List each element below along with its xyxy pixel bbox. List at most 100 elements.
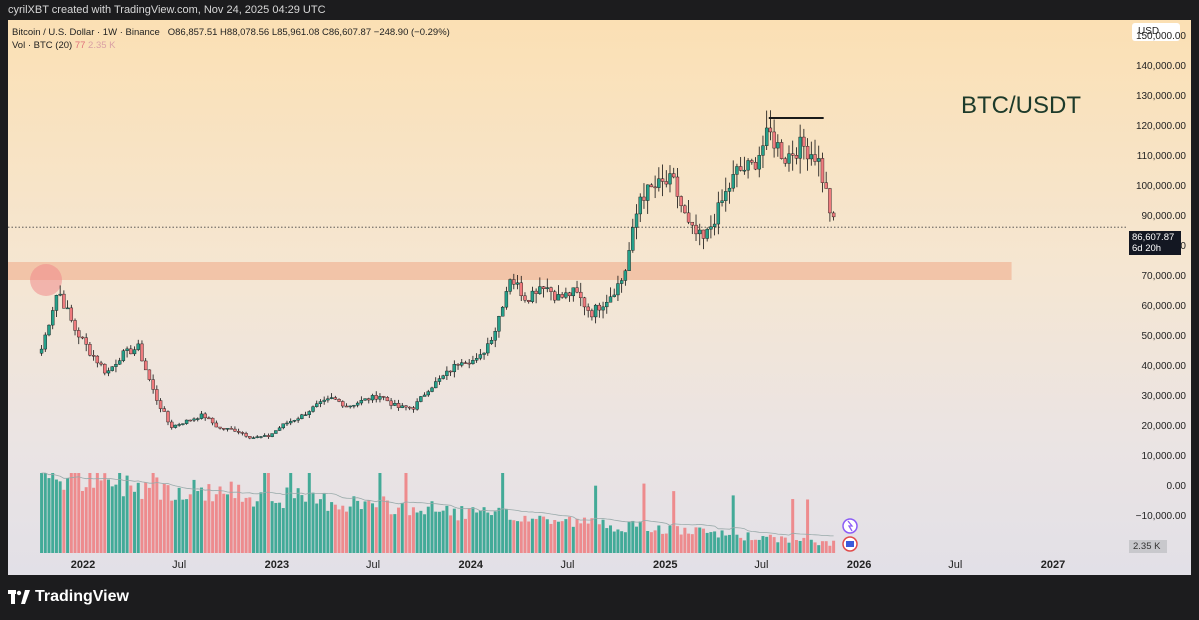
volume-bar xyxy=(783,537,787,553)
candle-body xyxy=(660,178,665,182)
candle-body xyxy=(326,398,330,401)
volume-bar xyxy=(281,508,285,553)
y-tick-label: 150,000.00 xyxy=(1135,31,1186,42)
volume-bar xyxy=(404,473,408,553)
candle-body xyxy=(363,398,367,401)
candle-body xyxy=(318,401,323,404)
candle-body xyxy=(181,423,185,425)
chart-frame[interactable]: Bitcoin / U.S. Dollar · 1W · Binance O86… xyxy=(8,20,1191,575)
candle-body xyxy=(791,153,795,156)
volume-bar xyxy=(330,502,334,553)
candle-body xyxy=(582,297,587,308)
candle-body xyxy=(645,184,650,201)
volume-bar xyxy=(248,497,252,553)
candle-body xyxy=(62,293,66,309)
candle-body xyxy=(601,306,605,311)
candle-body xyxy=(39,348,44,354)
candle-body xyxy=(605,302,609,308)
volume-bar xyxy=(188,494,192,553)
chart-canvas[interactable] xyxy=(8,20,1191,575)
currency-button[interactable]: USD xyxy=(1132,23,1180,41)
volume-bar xyxy=(214,494,218,553)
volume-bar xyxy=(571,526,575,553)
volume-bar xyxy=(772,537,776,553)
candle-body xyxy=(608,296,613,303)
volume-bar xyxy=(668,525,672,553)
candle-body xyxy=(136,343,140,350)
candle-body xyxy=(173,424,178,428)
y-tick-label: 110,000.00 xyxy=(1136,151,1186,162)
candle-body xyxy=(694,224,698,235)
volume-bar xyxy=(58,481,62,553)
volume-bar xyxy=(690,534,694,553)
candle-body xyxy=(686,212,691,223)
volume-bar xyxy=(445,505,449,553)
candle-body xyxy=(456,364,460,366)
volume-bar xyxy=(378,473,382,553)
volume-bar xyxy=(278,502,282,553)
candle-body xyxy=(125,348,129,351)
candle-body xyxy=(103,363,107,374)
candle-body xyxy=(419,396,423,402)
volume-bar xyxy=(806,499,810,553)
volume-bar xyxy=(490,515,494,553)
volume-bar xyxy=(344,511,348,553)
volume-bar xyxy=(664,533,668,553)
volume-bar xyxy=(173,499,177,553)
y-tick-label: 40,000.00 xyxy=(1141,361,1187,372)
volume-bar xyxy=(768,534,772,553)
lightning-glyph xyxy=(847,520,854,532)
candle-body xyxy=(54,295,59,311)
volume-bar xyxy=(742,540,746,553)
volume-bar xyxy=(244,497,248,553)
volume-bar xyxy=(192,479,196,553)
volume-bar xyxy=(508,519,512,553)
volume-bar xyxy=(300,495,304,553)
volume-bar xyxy=(750,540,754,553)
volume-bar xyxy=(586,523,590,553)
candle-body xyxy=(329,397,334,399)
volume-bar xyxy=(389,514,393,553)
volume-bar xyxy=(616,529,620,553)
legend-high: H88,078.56 xyxy=(220,27,270,38)
candle-body xyxy=(701,229,706,239)
candle-body xyxy=(348,405,352,408)
credit-text: cyrilXBT created with TradingView.com, N… xyxy=(8,4,326,16)
volume-bar xyxy=(181,499,185,553)
candle-body xyxy=(831,212,836,218)
volume-bar xyxy=(646,530,650,553)
candle-body xyxy=(553,291,557,301)
candle-body xyxy=(616,283,620,296)
candle-body xyxy=(802,136,806,147)
volume-bar xyxy=(348,506,352,553)
candle-body xyxy=(482,352,486,355)
tradingview-logo[interactable]: TradingView xyxy=(8,588,129,606)
volume-bar xyxy=(144,482,148,553)
candle-body xyxy=(292,420,297,422)
volume-bar xyxy=(716,537,720,553)
legend-close: C86,607.87 xyxy=(322,27,372,38)
volume-bar xyxy=(99,480,103,553)
y-tick-label: 120,000.00 xyxy=(1135,121,1186,132)
volume-bar xyxy=(207,484,211,553)
y-tick-label: 100,000.00 xyxy=(1135,181,1186,192)
legend-vol-value: 77 xyxy=(74,40,86,51)
volume-bar xyxy=(824,541,828,553)
volume-bar xyxy=(374,507,378,553)
volume-bar xyxy=(363,501,367,553)
volume-bar xyxy=(590,518,594,553)
volume-bar xyxy=(307,473,311,553)
candle-body xyxy=(143,360,148,371)
candle-body xyxy=(724,191,728,201)
candle-body xyxy=(649,184,654,188)
candle-body xyxy=(337,399,341,402)
candle-body xyxy=(117,360,122,365)
volume-bar xyxy=(106,479,110,553)
candle-body xyxy=(634,213,639,228)
candle-body xyxy=(229,428,233,430)
candle-body xyxy=(225,428,230,430)
volume-bar xyxy=(649,532,653,553)
candle-body xyxy=(709,226,713,230)
volume-bar xyxy=(437,511,441,553)
candle-body xyxy=(244,433,248,437)
